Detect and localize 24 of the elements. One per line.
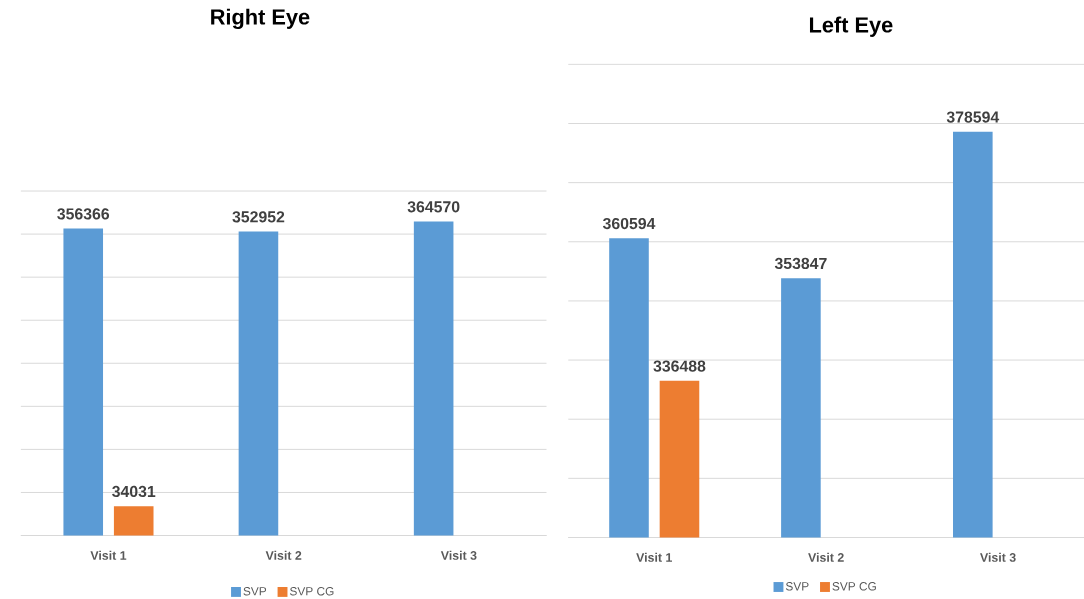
data-label: 356366 xyxy=(57,208,110,220)
x-tick-label: Visit 3 xyxy=(980,552,1016,562)
x-tick-label: Visit 2 xyxy=(265,550,302,560)
data-label: 352952 xyxy=(232,211,285,223)
x-tick-label: Visit 1 xyxy=(636,552,672,562)
bar xyxy=(238,231,279,536)
data-label: 34031 xyxy=(112,485,156,498)
chart-title: Left Eye xyxy=(809,16,893,37)
data-label: 353847 xyxy=(774,257,827,270)
legend-label: SVP xyxy=(785,582,809,591)
x-tick-label: Visit 2 xyxy=(808,552,844,562)
data-label: 378594 xyxy=(946,111,1000,123)
legend-label: SVP CG xyxy=(289,587,334,596)
bar xyxy=(63,228,104,536)
data-label: 364570 xyxy=(407,201,460,213)
x-tick-label: Visit 1 xyxy=(90,550,127,560)
bar xyxy=(113,506,154,536)
data-label: 336488 xyxy=(653,360,706,372)
legend-label: SVP xyxy=(243,587,267,596)
legend-label: SVP CG xyxy=(832,582,876,591)
x-tick-label: Visit 3 xyxy=(440,550,477,560)
data-label: 360594 xyxy=(602,217,656,230)
chart-title: Right Eye xyxy=(211,8,310,30)
bar xyxy=(413,221,454,536)
